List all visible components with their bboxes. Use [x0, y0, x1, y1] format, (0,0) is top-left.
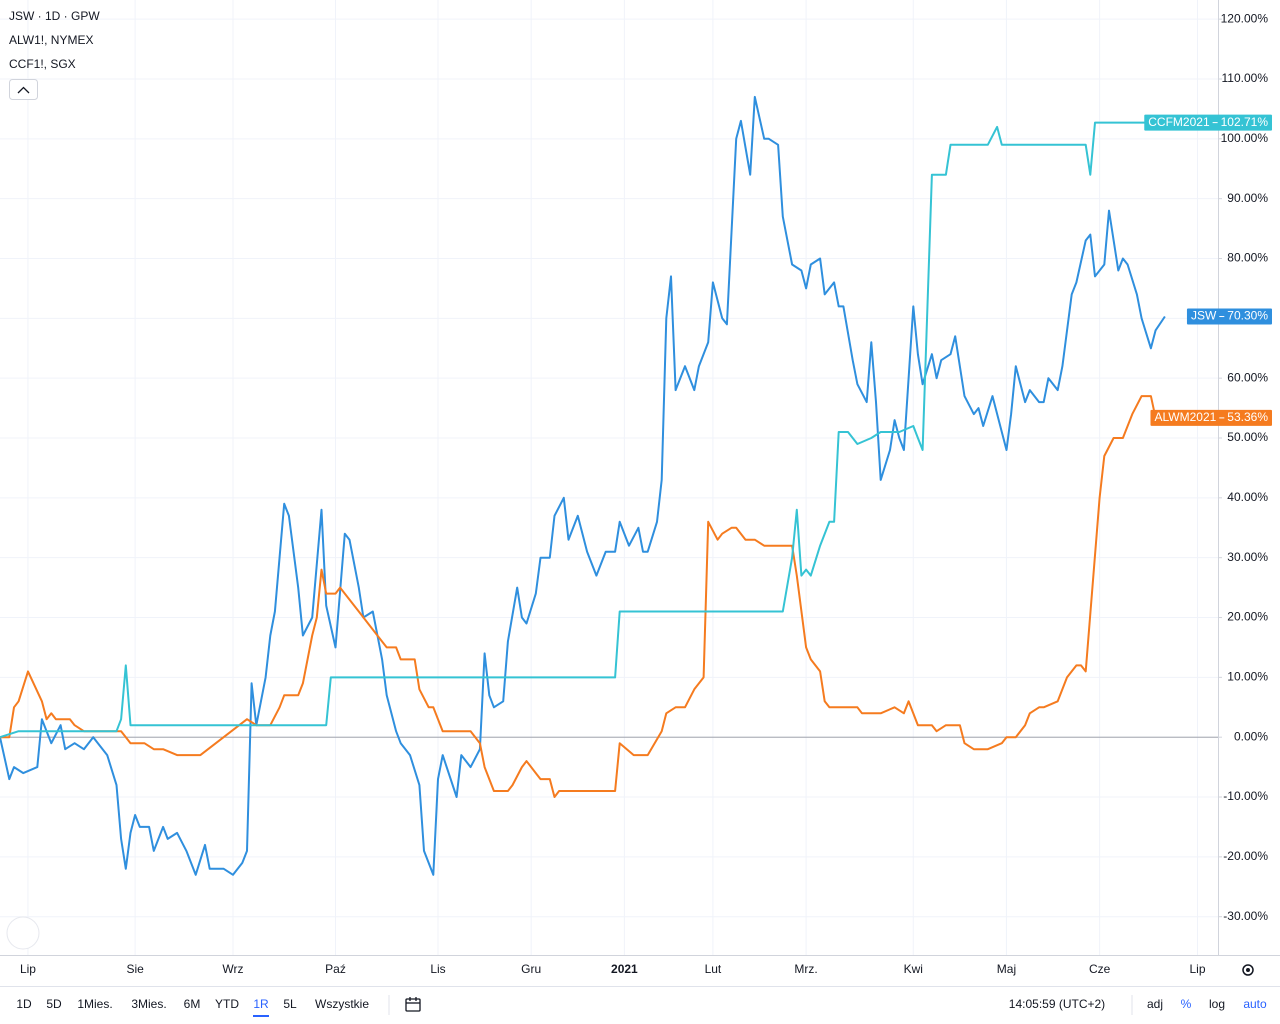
series-line: [0, 121, 1147, 739]
price-label-value: 53.36%: [1227, 410, 1268, 424]
collapse-button[interactable]: [9, 79, 38, 100]
y-tick-label: 80.00%: [1227, 251, 1268, 265]
y-tick-label: 0.00%: [1234, 729, 1268, 743]
settings-icon[interactable]: [1242, 964, 1254, 976]
range-button[interactable]: 1Mies.: [77, 997, 112, 1011]
range-button[interactable]: 1R: [253, 997, 269, 1011]
price-label-box: [1186, 308, 1272, 325]
y-tick-label: 110.00%: [1222, 71, 1269, 85]
range-button[interactable]: YTD: [215, 997, 239, 1011]
scale-option[interactable]: log: [1209, 997, 1225, 1011]
y-tick-label: 50.00%: [1227, 430, 1268, 444]
clock: 14:05:59 (UTC+2): [1009, 997, 1105, 1011]
price-label-name: CCFM2021: [1148, 115, 1210, 129]
range-button[interactable]: 3Mies.: [131, 997, 166, 1011]
y-tick-label: -10.00%: [1223, 789, 1268, 803]
x-tick-label: Wrz: [222, 962, 243, 976]
x-tick-label: Lis: [430, 962, 445, 976]
price-label-value: 70.30%: [1227, 309, 1268, 323]
x-tick-label: Lip: [20, 962, 36, 976]
y-tick-label: 120.00%: [1221, 11, 1269, 25]
x-tick-label: Sie: [126, 962, 144, 976]
x-tick-label: Lip: [1189, 962, 1205, 976]
scale-option[interactable]: auto: [1243, 997, 1267, 1011]
x-tick-label: Lut: [705, 962, 722, 976]
y-tick-label: 20.00%: [1227, 610, 1268, 624]
date-range-icon[interactable]: [405, 997, 421, 1012]
range-button[interactable]: 5D: [46, 997, 62, 1011]
y-tick-label: 40.00%: [1227, 490, 1268, 504]
legend-entry: ALW1!, NYMEX: [9, 33, 93, 47]
price-label: CCFM2021 102.71%: [1144, 114, 1272, 131]
x-tick-label: Mrz.: [794, 962, 817, 976]
price-label: JSW 70.30%: [1186, 308, 1272, 325]
legend-entry: JSW · 1D · GPW: [9, 9, 100, 23]
x-tick-label: 2021: [611, 962, 638, 976]
x-tick-label: Cze: [1089, 962, 1111, 976]
price-label-box: [1150, 409, 1272, 426]
series-line: [0, 395, 1157, 798]
scale-option[interactable]: %: [1181, 997, 1192, 1011]
x-tick-label: Kwi: [904, 962, 923, 976]
y-tick-label: -30.00%: [1223, 909, 1268, 923]
y-tick-label: 30.00%: [1227, 550, 1268, 564]
price-label-name: JSW: [1191, 309, 1217, 323]
chevron-icon: [17, 86, 30, 94]
range-button[interactable]: 6M: [184, 997, 201, 1011]
y-tick-label: 100.00%: [1221, 131, 1269, 145]
range-button[interactable]: Wszystkie: [315, 997, 369, 1011]
price-label: ALWM2021 53.36%: [1150, 409, 1272, 426]
price-label-box: [1144, 114, 1272, 131]
range-button[interactable]: 5L: [283, 997, 297, 1011]
legend-entry: CCF1!, SGX: [9, 57, 76, 71]
y-tick-label: 10.00%: [1227, 670, 1268, 684]
x-tick-label: Maj: [997, 962, 1016, 976]
price-label-name: ALWM2021: [1154, 410, 1216, 424]
price-label-value: 102.71%: [1221, 115, 1269, 129]
y-tick-label: 90.00%: [1227, 191, 1268, 205]
x-tick-label: Paź: [325, 962, 346, 976]
y-tick-label: 60.00%: [1227, 370, 1268, 384]
series-line: [0, 95, 1166, 876]
y-tick-label: -20.00%: [1223, 849, 1268, 863]
watermark: [6, 916, 40, 950]
scale-option[interactable]: adj: [1147, 997, 1163, 1011]
x-tick-label: Gru: [521, 962, 541, 976]
range-button[interactable]: 1D: [16, 997, 32, 1011]
